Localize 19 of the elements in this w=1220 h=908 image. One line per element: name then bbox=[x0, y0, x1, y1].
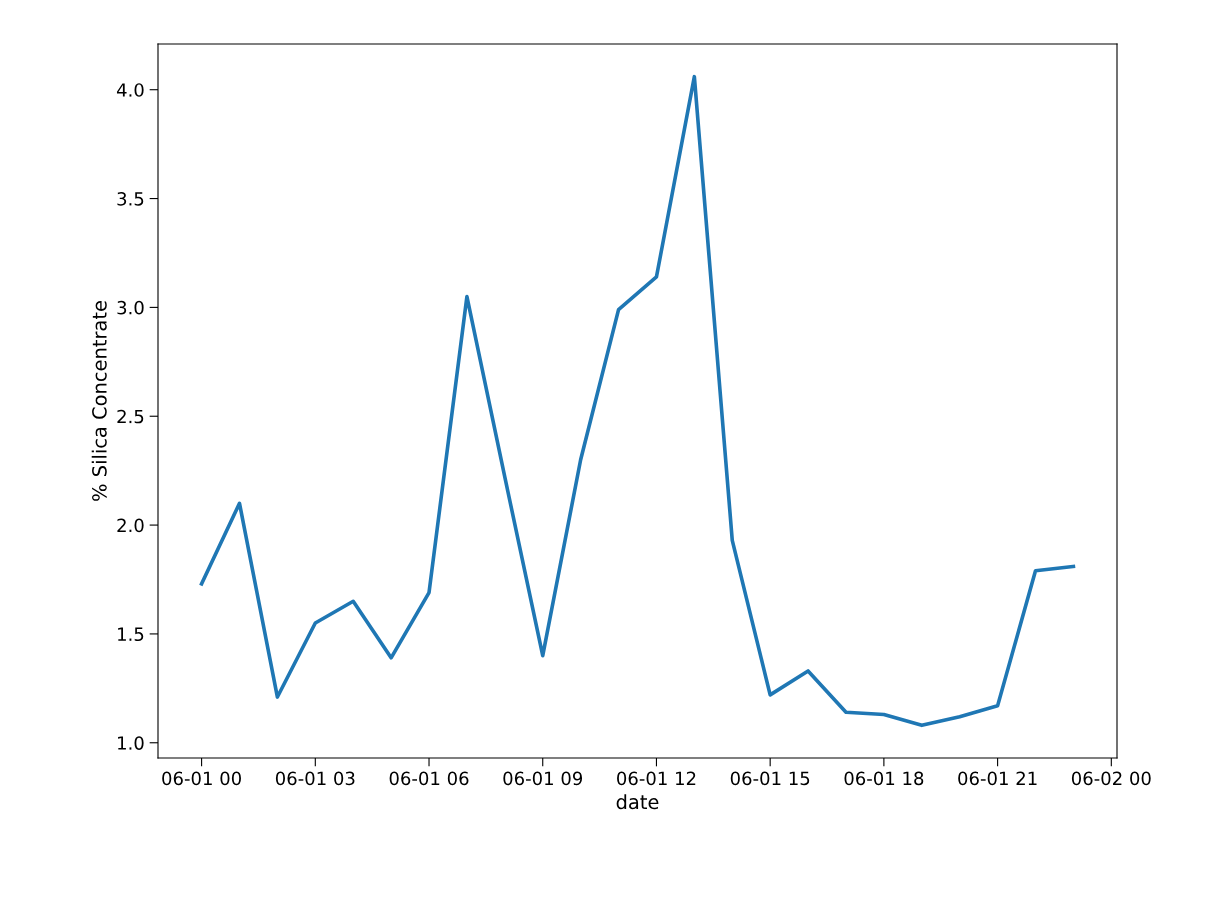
y-tick-label: 1.5 bbox=[118, 627, 144, 642]
y-tick-label: 2.5 bbox=[117, 409, 144, 424]
y-tick-label: 4.0 bbox=[116, 83, 144, 97]
y-axis-title: % Silica Concentrate bbox=[91, 301, 107, 501]
x-tick-label: 06-01 12 bbox=[617, 771, 696, 786]
x-tick-label: 06-01 21 bbox=[958, 771, 1037, 786]
y-tick-label: 3.5 bbox=[117, 192, 144, 206]
y-tick-label: 2.0 bbox=[117, 518, 144, 533]
x-tick-label: 06-01 15 bbox=[730, 771, 810, 786]
x-axis-title: date bbox=[616, 794, 659, 810]
x-tick-label: 06-01 06 bbox=[389, 771, 469, 786]
line-series bbox=[199, 74, 1076, 728]
x-tick-label: 06-01 18 bbox=[844, 771, 924, 786]
x-tick-label: 06-01 00 bbox=[162, 771, 241, 786]
x-tick-label: 06-02 00 bbox=[1071, 771, 1151, 786]
y-tick-label: 1.0 bbox=[118, 736, 144, 750]
x-tick-label: 06-01 03 bbox=[275, 771, 355, 786]
y-tick-label: 3.0 bbox=[117, 300, 144, 315]
x-tick-label: 06-01 09 bbox=[503, 771, 583, 786]
